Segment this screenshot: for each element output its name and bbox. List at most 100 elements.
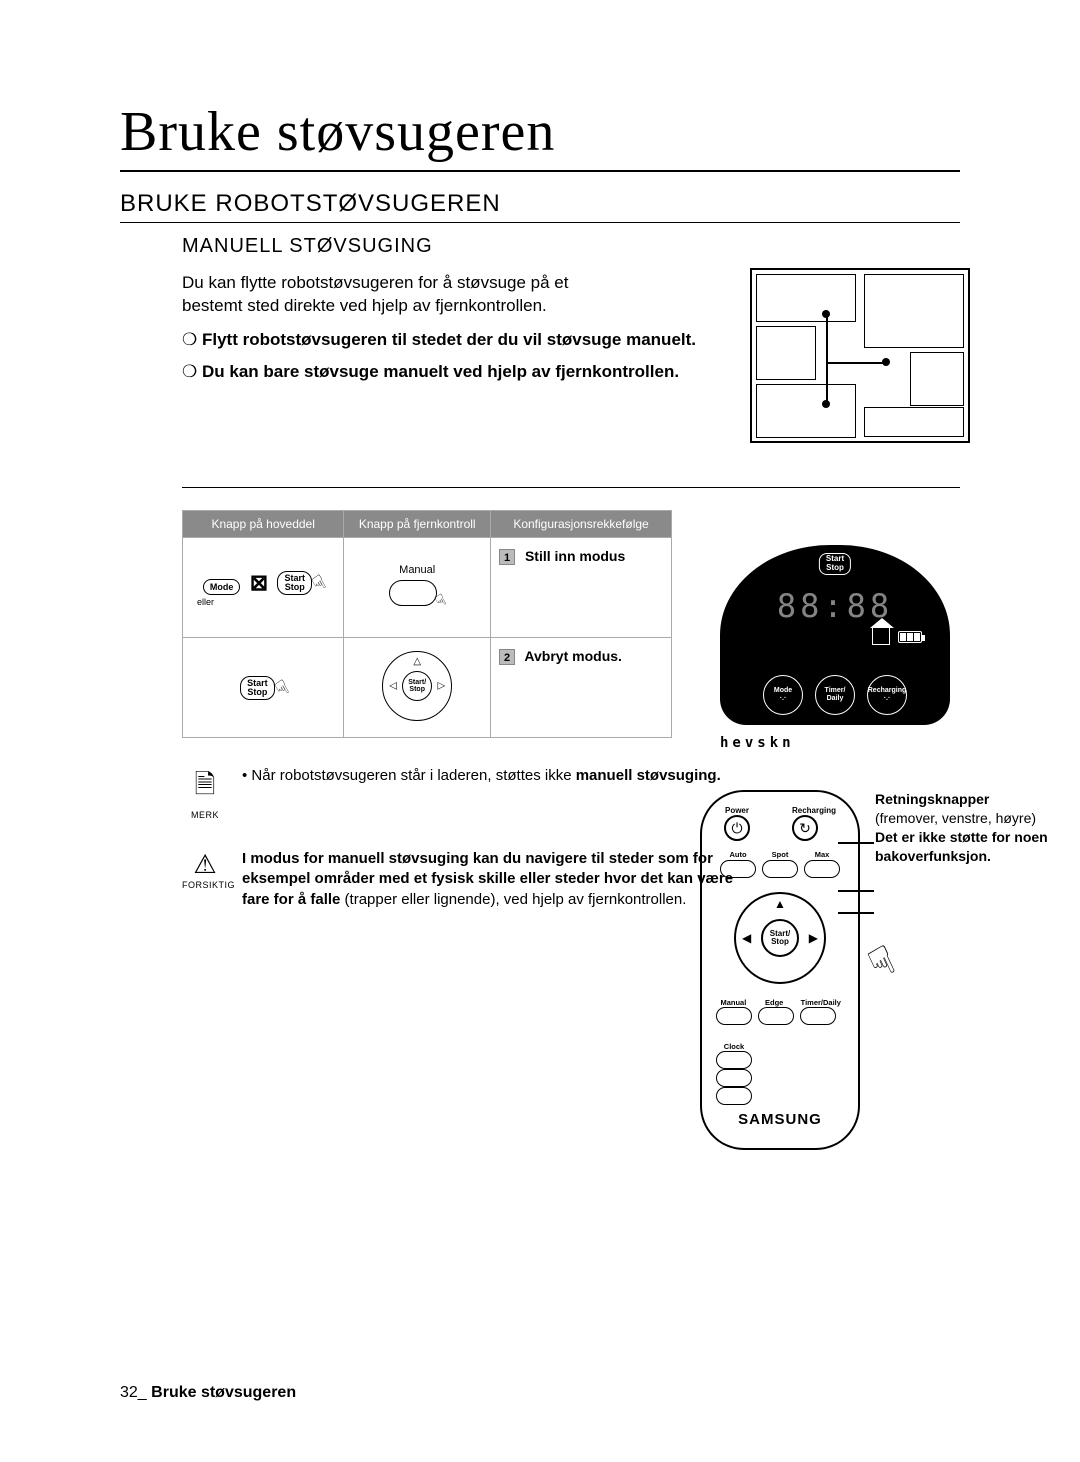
manual-button-icon — [716, 1007, 752, 1025]
cell-seq-2: 2 Avbryt modus. — [491, 638, 672, 738]
start-stop-button-icon: Start Stop — [277, 571, 312, 595]
remote-illustration: Power ⏻ Recharging ↻ Auto Spot Max ▲ ◀ ▶… — [700, 790, 860, 1150]
page-number: 32 — [120, 1384, 138, 1401]
table-row: Mode ⊠ Start Stop ☟ eller Manual ☟ 1 Sti… — [183, 538, 672, 638]
manual-label: Manual — [716, 998, 751, 1007]
battery-icon — [898, 631, 922, 643]
intro-line-2: bestemt sted direkte ved hjelp av fjernk… — [182, 296, 547, 315]
note-forsiktig: ⚠ FORSIKTIG I modus for manuell støvsugi… — [182, 849, 742, 910]
l1: Mode — [774, 687, 792, 695]
intro-block: Du kan flytte robotstøvsugeren for å stø… — [182, 272, 960, 447]
subsection-title: MANUELL STØVSUGING — [182, 235, 960, 258]
dpad-c2: Stop — [409, 686, 425, 693]
manual-button-icon — [389, 580, 437, 606]
dpad-center: Start/Stop — [402, 671, 432, 701]
warning-icon-wrap: ⚠ FORSIKTIG — [182, 849, 228, 891]
edge-label: Edge — [757, 998, 792, 1007]
spot-button-icon — [762, 860, 798, 878]
merk-b: manuell støvsuging. — [576, 767, 721, 784]
robot-caption: hevskn — [720, 735, 795, 751]
seq-text-1: Still inn modus — [525, 548, 625, 564]
timer-label: Timer/Daily — [798, 998, 844, 1007]
bullet-1: ❍ Flytt robotstøvsugeren til stedet der … — [182, 330, 722, 350]
robot-start-stop: Start Stop — [819, 553, 851, 575]
config-table: Knapp på hoveddel Knapp på fjernkontroll… — [182, 510, 672, 738]
cell-main-1: Mode ⊠ Start Stop ☟ eller — [183, 538, 344, 638]
bullet-2-prefix: ❍ — [182, 362, 197, 381]
l2: ·.· — [884, 695, 891, 703]
arrow-left-icon: ◁ — [389, 681, 397, 692]
arrow-left-icon: ◀ — [742, 931, 751, 945]
forsiktig-text: I modus for manuell støvsuging kan du na… — [242, 849, 742, 910]
seq-num-1: 1 — [499, 549, 515, 565]
note-merk: 🗎 MERK • Når robotstøvsugeren står i lad… — [182, 766, 742, 821]
brand-label: SAMSUNG — [702, 1111, 858, 1128]
ss-bot: Stop — [285, 582, 305, 592]
footer-label: Bruke støvsugeren — [151, 1384, 296, 1401]
robot-recharge-button: Recharging ·.· — [867, 675, 907, 715]
floorplan-illustration — [750, 268, 970, 443]
remote-dpad: ▲ ◀ ▶ Start/Stop — [734, 892, 826, 984]
cell-seq-1: 1 Still inn modus — [491, 538, 672, 638]
robot-timer-button: Timer/ Daily — [815, 675, 855, 715]
l1: Timer/ — [825, 687, 846, 695]
l2: ·.· — [780, 695, 787, 703]
cell-main-2: Start Stop ☟ — [183, 638, 344, 738]
max-button-icon — [804, 860, 840, 878]
house-icon — [872, 627, 890, 645]
table-row: Start Stop ☟ △ ◁ ▷ Start/Stop 2 Avbryt m… — [183, 638, 672, 738]
th-main: Knapp på hoveddel — [183, 511, 344, 538]
l2: Daily — [827, 695, 844, 703]
arrow-up-icon: ▲ — [774, 897, 786, 911]
intro-text: Du kan flytte robotstøvsugeren for å stø… — [182, 272, 702, 318]
dpad-c1: Start/ — [408, 679, 426, 686]
rss2: Stop — [826, 563, 844, 572]
intro-line-1: Du kan flytte robotstøvsugeren for å stø… — [182, 273, 568, 292]
document-icon: 🗎 — [182, 766, 228, 810]
rss1: Start — [826, 554, 844, 563]
dpad-icon: △ ◁ ▷ Start/Stop — [382, 651, 452, 721]
recharge-label: Recharging — [792, 806, 836, 815]
robot-top-panel-illustration: Start Stop 88:88 Mode ·.· Timer/ Daily R… — [720, 545, 950, 725]
hand-icon: ☟ — [861, 937, 903, 989]
merk-a: • Når robotstøvsugeren står i laderen, s… — [242, 767, 576, 784]
ss-bot: Stop — [247, 687, 267, 697]
bullet-2-text: Du kan bare støvsuge manuelt ved hjelp a… — [202, 362, 679, 381]
leader-line — [838, 890, 874, 892]
leader-line — [838, 842, 874, 844]
seq-text-2: Avbryt modus. — [524, 648, 622, 664]
spot-label: Spot — [762, 850, 798, 859]
warning-icon: ⚠ — [182, 849, 228, 880]
hand-icon: ☟ — [432, 590, 450, 612]
th-remote: Knapp på fjernkontroll — [344, 511, 491, 538]
forsiktig-tail: (trapper eller lignende), ved hjelp av f… — [340, 891, 686, 908]
bullet-2: ❍ Du kan bare støvsuge manuelt ved hjelp… — [182, 362, 722, 382]
section-title: BRUKE ROBOTSTØVSUGEREN — [120, 190, 960, 223]
mode-button-icon: Mode — [203, 579, 241, 595]
blank-button-icon — [716, 1069, 752, 1087]
arrow-up-icon: △ — [413, 656, 421, 667]
l1: Recharging — [868, 687, 907, 695]
timer-button-icon — [800, 1007, 836, 1025]
arrow-right-icon: ▶ — [809, 931, 818, 945]
edge-button-icon — [758, 1007, 794, 1025]
arrow-right-icon: ▷ — [438, 681, 446, 692]
forsiktig-label: FORSIKTIG — [182, 880, 235, 890]
bullet-1-text: Flytt robotstøvsugeren til stedet der du… — [202, 330, 696, 349]
power-button-icon: ⏻ — [724, 815, 750, 841]
power-label: Power — [724, 806, 750, 815]
note-icon: 🗎 MERK — [182, 766, 228, 821]
footer-sep: _ — [138, 1384, 147, 1401]
start-stop-button-icon: Start Stop — [240, 676, 275, 700]
robot-mode-button: Mode ·.· — [763, 675, 803, 715]
clock-button-icon — [716, 1051, 752, 1069]
hand-icon: ☟ — [308, 569, 331, 597]
th-seq: Konfigurasjonsrekkefølge — [491, 511, 672, 538]
bullet-1-prefix: ❍ — [182, 330, 197, 349]
under-label: eller — [187, 597, 339, 607]
callout-title: Retningsknapper — [875, 791, 989, 807]
page-footer: 32_ Bruke støvsugeren — [120, 1384, 296, 1402]
blank-button-icon — [716, 1087, 752, 1105]
max-label: Max — [804, 850, 840, 859]
dpad-center: Start/Stop — [761, 919, 799, 957]
